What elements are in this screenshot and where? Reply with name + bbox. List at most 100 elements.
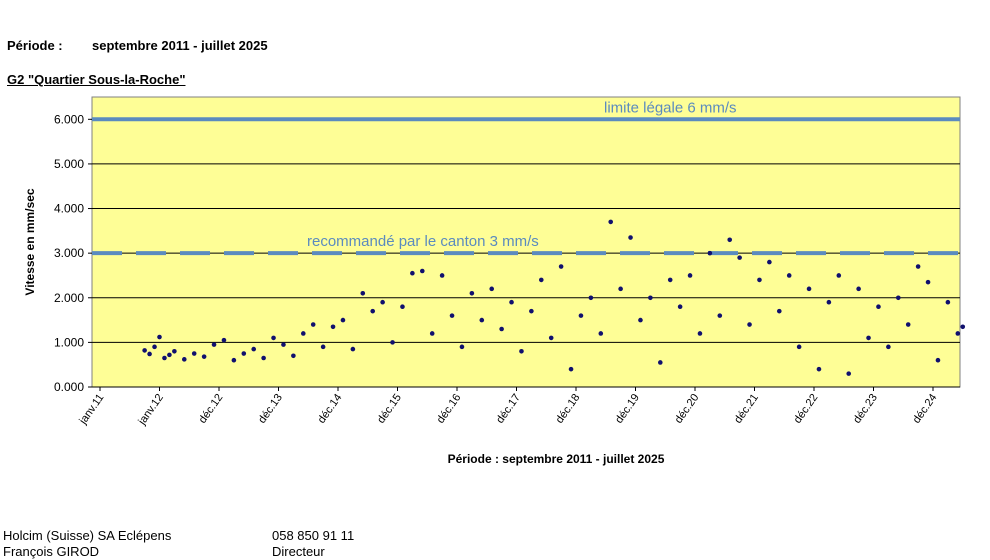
x-tick-label: déc.21: [732, 392, 761, 426]
data-point: [509, 299, 514, 305]
data-point: [429, 331, 435, 336]
data-point: [479, 317, 485, 323]
footer-left: Holcim (Suisse) SA Eclépens François GIR…: [3, 528, 171, 560]
data-point: [786, 273, 792, 278]
data-point: [697, 331, 703, 336]
data-point: [886, 344, 891, 350]
x-tick-label: déc.16: [435, 392, 464, 426]
signatory-name: François GIROD: [3, 544, 100, 559]
data-point: [955, 331, 961, 336]
data-point: [211, 342, 217, 347]
data-point: [419, 268, 425, 274]
data-point: [568, 366, 574, 372]
company-name: Holcim (Suisse) SA Eclépens: [3, 528, 172, 543]
y-tick-label: 3.000: [54, 246, 84, 260]
plot-area: [91, 96, 961, 388]
data-point: [241, 351, 247, 356]
x-tick-label: déc.18: [554, 392, 583, 426]
data-point: [469, 291, 475, 296]
data-point: [410, 270, 415, 276]
data-point: [677, 304, 683, 309]
y-axis-ticks: 0.000 1.000 2.000 3.000 4.000 5.000 6.000: [54, 112, 92, 394]
data-point: [221, 337, 227, 343]
data-point: [628, 235, 633, 240]
data-point: [836, 273, 842, 278]
data-point: [529, 308, 534, 314]
legal-limit-label: limite légale 6 mm/s: [604, 99, 737, 116]
y-tick-label: 1.000: [54, 335, 84, 349]
phone-number: 058 850 91 11: [272, 528, 355, 543]
data-point: [251, 346, 257, 352]
x-tick-label: déc.20: [673, 392, 702, 426]
data-point: [727, 237, 733, 243]
data-point: [598, 331, 604, 336]
data-point: [776, 308, 782, 314]
data-point: [519, 349, 524, 354]
data-point: [757, 277, 762, 283]
reference-lines: limite légale 6 mm/s recommandé par le ca…: [92, 99, 960, 256]
x-tick-label: déc.12: [197, 392, 226, 426]
x-tick-label: déc.23: [851, 392, 880, 426]
data-point: [667, 277, 673, 283]
data-point: [181, 357, 187, 362]
data-point: [925, 279, 931, 285]
data-point: [360, 291, 366, 296]
data-points: [142, 219, 966, 376]
data-point: [826, 299, 832, 305]
data-point: [261, 355, 266, 361]
data-point: [866, 335, 871, 341]
canton-recommendation-label: recommandé par le canton 3 mm/s: [307, 233, 539, 250]
data-point: [796, 344, 802, 350]
data-point: [300, 331, 306, 336]
x-tick-label: déc.13: [256, 392, 285, 426]
data-point: [152, 344, 157, 350]
data-point: [856, 286, 861, 292]
data-point: [747, 322, 752, 327]
data-point: [162, 355, 167, 361]
data-point: [876, 304, 881, 309]
data-point: [767, 259, 772, 265]
data-point: [538, 277, 544, 283]
data-point: [608, 219, 614, 225]
data-point: [915, 264, 921, 269]
data-point: [588, 295, 594, 301]
x-tick-label: déc.22: [792, 392, 821, 426]
data-point: [846, 371, 852, 376]
data-point: [191, 351, 197, 356]
data-point: [578, 313, 584, 318]
data-point: [142, 348, 147, 353]
signatory-role: Directeur: [272, 544, 325, 559]
periode-value: septembre 2011 - juillet 2025: [92, 38, 268, 53]
data-point: [945, 299, 951, 305]
x-tick-label: janv.12: [136, 392, 166, 428]
data-point: [558, 264, 564, 269]
data-point: [320, 344, 326, 350]
footer-right: 058 850 91 11 Directeur: [272, 528, 354, 560]
data-point: [330, 324, 336, 330]
data-point: [816, 366, 822, 372]
measurement-site-label: G2 "Quartier Sous-la-Roche": [7, 72, 186, 87]
periode-row: Période : septembre 2011 - juillet 2025: [7, 38, 268, 53]
x-tick-label: déc.19: [613, 392, 642, 426]
data-point: [390, 340, 395, 345]
data-point: [370, 308, 376, 314]
data-point: [157, 334, 162, 340]
data-point: [806, 286, 812, 292]
x-tick-label: déc.24: [911, 392, 940, 426]
x-tick-label: janv.11: [77, 392, 107, 427]
data-point: [439, 273, 445, 278]
data-point: [201, 354, 207, 359]
data-point: [717, 313, 723, 318]
data-point: [895, 295, 901, 301]
data-point: [172, 349, 177, 354]
data-point: [340, 317, 346, 323]
x-axis-label: Période : septembre 2011 - juillet 2025: [448, 452, 665, 466]
vibration-scatter-chart: limite légale 6 mm/s recommandé par le ca…: [23, 96, 966, 466]
data-point: [167, 352, 172, 358]
data-point: [350, 346, 356, 352]
x-tick-label: déc.17: [494, 392, 523, 426]
data-point: [548, 335, 554, 341]
data-point: [905, 322, 911, 327]
x-tick-label: déc.14: [316, 392, 345, 426]
x-tick-label: déc.15: [375, 392, 404, 426]
